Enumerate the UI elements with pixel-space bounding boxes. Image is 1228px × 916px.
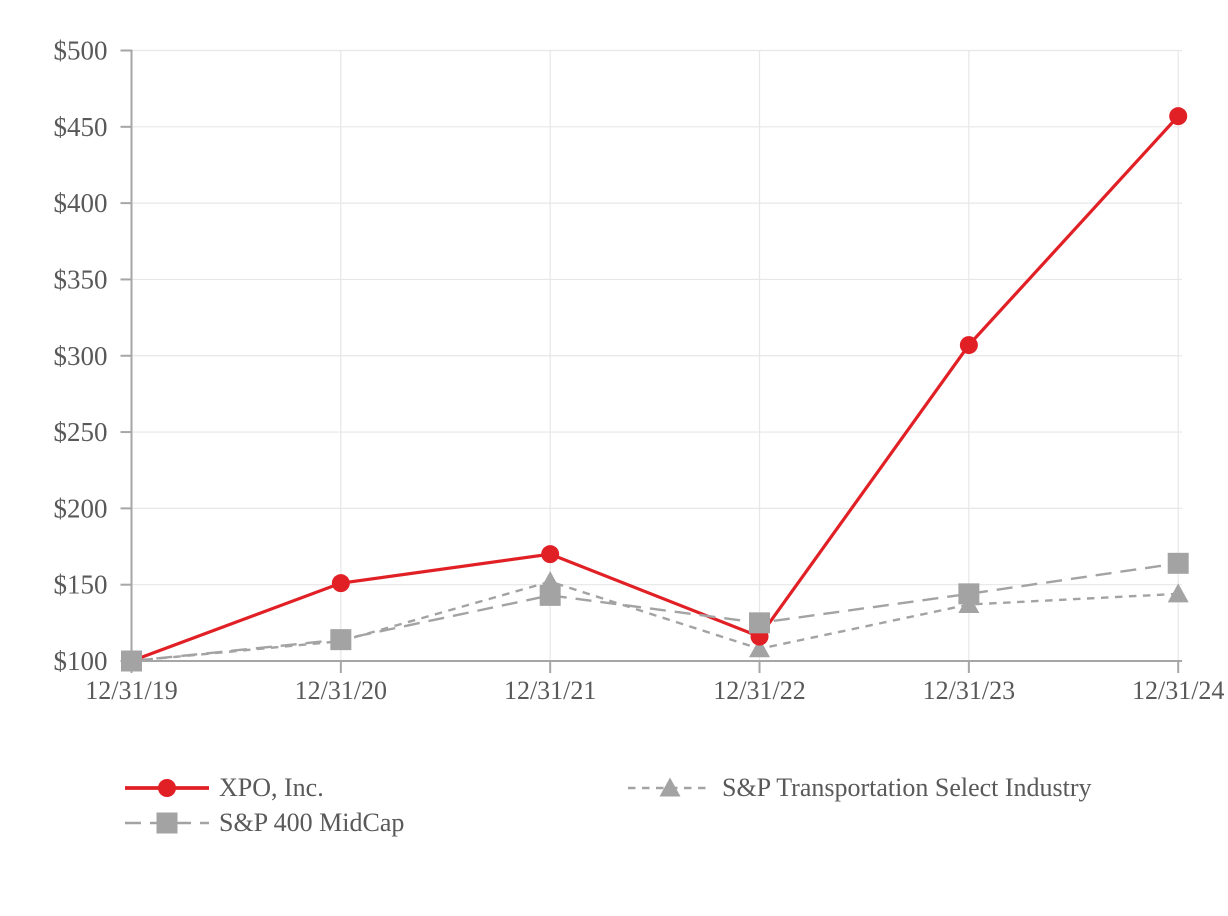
- legend-item-sp-transportation-select-industry: S&P Transportation Select Industry: [627, 773, 1092, 803]
- data-point-s-p-transportation-select-industry: [1167, 583, 1189, 603]
- y-tick-label: $150: [54, 570, 108, 600]
- legend-sample-marker: [158, 779, 176, 797]
- x-tick-label: 12/31/19: [85, 676, 177, 705]
- legend-sample-marker: [659, 777, 681, 797]
- x-tick-label: 12/31/20: [295, 676, 387, 705]
- data-point-xpo-inc: [331, 574, 350, 593]
- legend-label-sp-transportation-select-industry: S&P Transportation Select Industry: [722, 773, 1092, 802]
- y-tick-label: $200: [54, 493, 108, 523]
- data-point-s-p-transportation-select-industry: [749, 638, 771, 658]
- data-point-s-p-400-midcap: [1167, 552, 1189, 574]
- y-tick-label: $250: [54, 417, 108, 447]
- series-line-s-p-400-midcap: [131, 562, 1179, 663]
- y-tick-label: $400: [54, 188, 108, 218]
- data-point-s-p-400-midcap: [539, 584, 561, 606]
- legend-label-sp-400-midcap: S&P 400 MidCap: [219, 808, 405, 837]
- data-point-s-p-400-midcap: [958, 583, 980, 605]
- legend-sample-marker: [156, 812, 178, 834]
- data-point-s-p-400-midcap: [330, 629, 352, 651]
- x-tick-label: 12/31/21: [504, 676, 596, 705]
- legend-red-line-circle-marker-icon: [125, 779, 209, 797]
- x-tick-label: 12/31/24: [1132, 676, 1224, 705]
- series-s-p-400-midcap: [121, 552, 1189, 672]
- data-point-xpo-inc: [541, 545, 560, 564]
- line-chart: $100 $150 $200 $250 $300 $350 $400 $450 $500 12/3…: [54, 36, 1225, 706]
- y-tick-label: $450: [54, 112, 108, 142]
- legend-dotted-line-triangle-marker-icon: [628, 777, 712, 797]
- data-point-s-p-400-midcap: [121, 650, 142, 672]
- y-tick-label: $500: [54, 36, 108, 66]
- data-point-xpo-inc: [1169, 107, 1188, 126]
- y-tick-label: $350: [54, 264, 108, 294]
- legend-label-xpo-inc: XPO, Inc.: [219, 773, 324, 802]
- series-line-xpo-inc: [130, 115, 1180, 663]
- legend-dashed-line-square-marker-icon: [125, 812, 209, 834]
- legend-item-xpo-inc: XPO, Inc.: [124, 773, 324, 803]
- y-tick-label: $100: [54, 646, 108, 676]
- data-point-xpo-inc: [959, 336, 978, 355]
- x-tick-label: 12/31/22: [713, 676, 805, 705]
- x-tick-label: 12/31/23: [923, 676, 1015, 705]
- y-tick-label: $300: [54, 341, 108, 371]
- legend-item-sp-400-midcap: S&P 400 MidCap: [124, 808, 404, 838]
- data-point-s-p-400-midcap: [749, 612, 771, 634]
- series-line-s-p-transportation-select-industry: [131, 580, 1179, 663]
